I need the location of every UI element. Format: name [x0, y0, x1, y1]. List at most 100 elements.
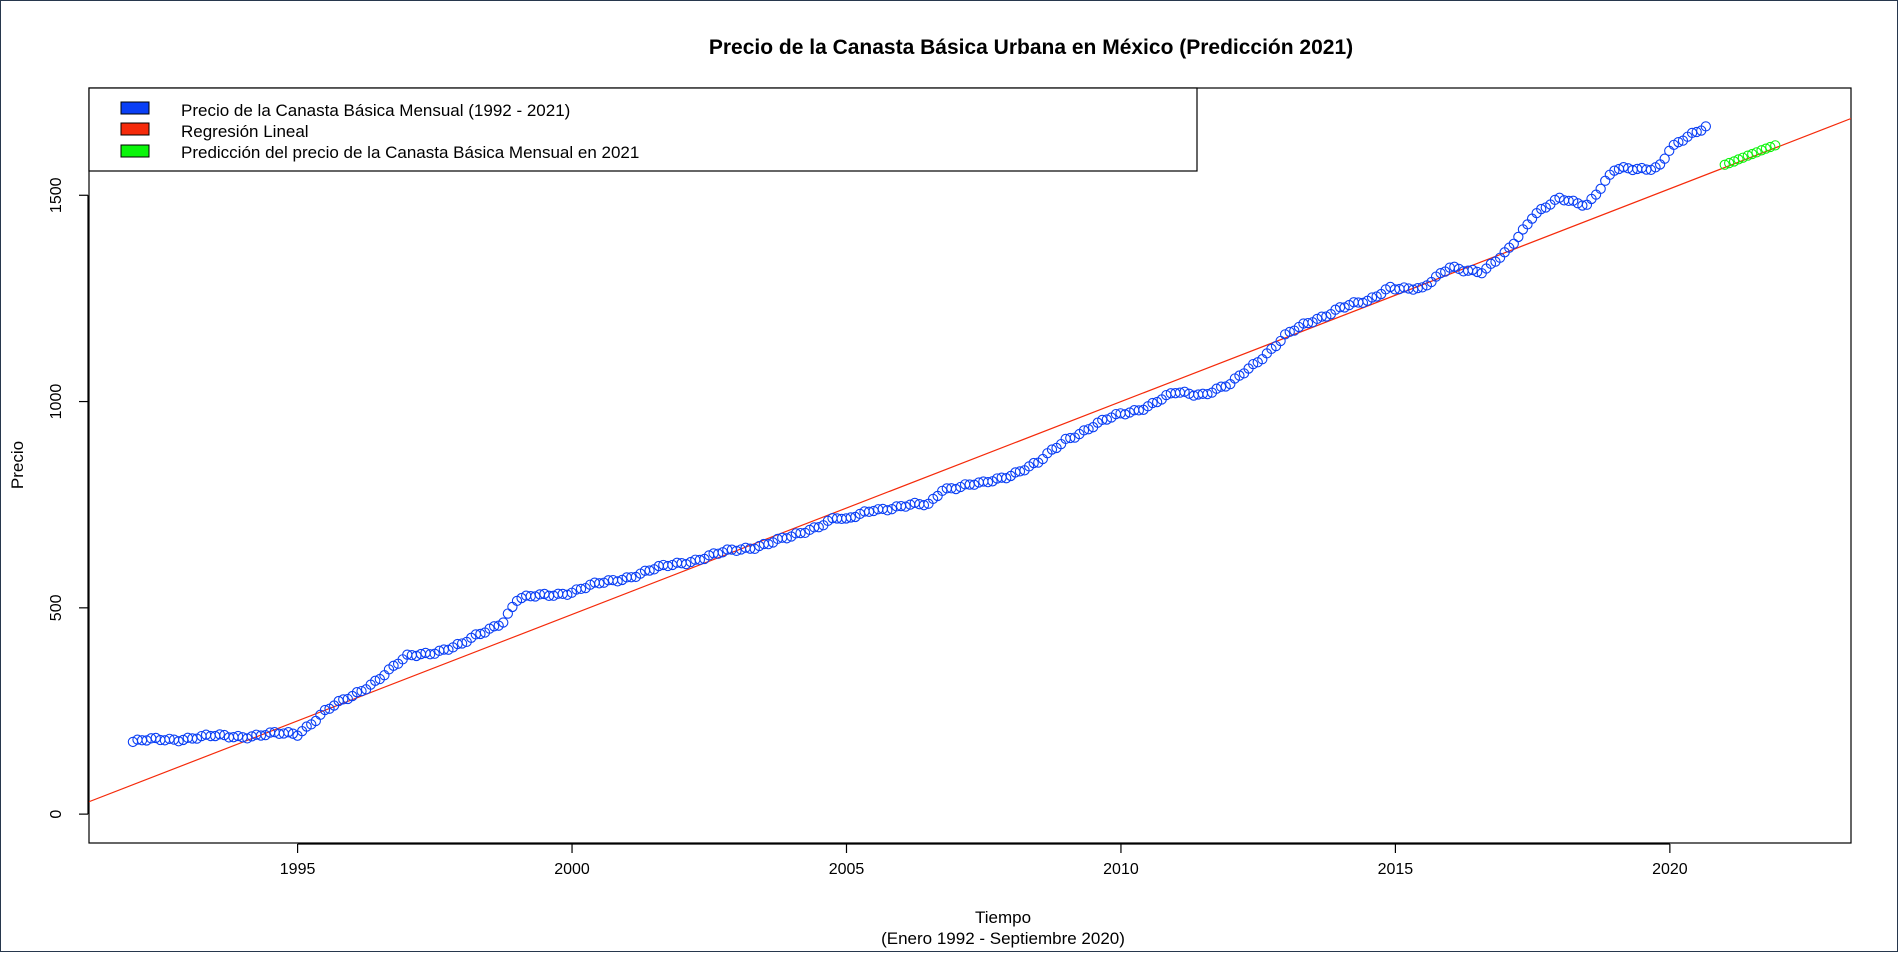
observed-point	[164, 733, 175, 744]
x-axis-sublabel: (Enero 1992 - Septiembre 2020)	[881, 929, 1125, 948]
observed-point	[1513, 231, 1524, 243]
data-layer	[89, 117, 1851, 803]
observed-point	[781, 533, 792, 544]
observed-point	[319, 704, 331, 716]
observed-point	[1357, 297, 1369, 309]
observed-point	[795, 527, 806, 539]
legend-label-regression: Regresión Lineal	[181, 122, 309, 141]
observed-point	[1101, 414, 1112, 425]
prediction-point	[1751, 147, 1762, 158]
observed-point	[1472, 266, 1483, 278]
observed-point	[388, 660, 399, 671]
observed-point	[255, 730, 267, 741]
prediction-point	[1723, 157, 1735, 169]
prediction-point	[1770, 140, 1781, 151]
observed-point	[1600, 175, 1611, 186]
observed-point	[338, 694, 349, 705]
observed-point	[498, 617, 509, 628]
observed-point	[594, 578, 605, 589]
legend-swatch-regression	[120, 122, 150, 136]
observed-point	[950, 483, 962, 495]
observed-point	[1595, 183, 1606, 194]
observed-point	[1485, 258, 1497, 269]
legend-swatch-prediction	[120, 144, 150, 158]
observed-point	[612, 576, 623, 587]
observed-point	[1316, 311, 1327, 322]
observed-point	[813, 522, 824, 533]
observed-point	[1248, 358, 1259, 370]
observed-point	[1065, 432, 1076, 444]
y-tick-label: 500	[48, 594, 65, 621]
observed-point	[731, 545, 742, 557]
observed-point	[1449, 261, 1460, 272]
prediction-point	[1733, 154, 1744, 165]
x-tick-label: 2015	[1378, 861, 1414, 878]
observed-point	[1664, 145, 1675, 156]
observed-point	[1467, 264, 1478, 276]
x-tick-label: 2000	[554, 861, 590, 878]
observed-point	[1179, 386, 1190, 397]
observed-point	[301, 721, 312, 732]
regression-line	[89, 117, 1851, 803]
observed-point	[1119, 409, 1131, 420]
y-axis: 0 500 1000 1500	[48, 177, 89, 819]
observed-point	[1609, 165, 1620, 176]
legend-swatch-observed	[120, 101, 150, 115]
observed-point	[1673, 137, 1684, 148]
observed-point	[1202, 388, 1213, 400]
observed-point	[713, 548, 724, 559]
observed-point	[863, 506, 875, 517]
observed-point	[1536, 203, 1547, 215]
observed-point	[1147, 397, 1158, 409]
observed-point	[1412, 282, 1423, 294]
legend-label-prediction: Predicción del precio de la Canasta Bási…	[181, 143, 639, 162]
y-tick-label: 1000	[48, 384, 65, 420]
observed-point	[356, 685, 367, 697]
observed-point	[918, 500, 930, 511]
chart-title: Precio de la Canasta Básica Urbana en Mé…	[709, 36, 1353, 59]
x-axis: 1995 2000 2005 2010 2015 2020	[280, 843, 1688, 878]
observed-point	[507, 601, 518, 613]
observed-point	[681, 558, 692, 570]
observed-point	[662, 560, 674, 572]
prediction-point	[1765, 141, 1776, 153]
observed-point	[575, 583, 587, 595]
legend: Precio de la Canasta Básica Mensual (199…	[88, 87, 1198, 172]
observed-point	[626, 572, 637, 583]
observed-point	[1046, 444, 1058, 455]
observed-point	[1302, 317, 1314, 329]
observed-point	[283, 727, 294, 738]
prediction-point	[1756, 145, 1767, 156]
observed-point	[370, 675, 381, 686]
observed-point	[1284, 326, 1295, 338]
legend-box	[88, 87, 1198, 172]
observed-point	[1691, 126, 1702, 138]
observed-point	[882, 505, 893, 516]
observed-point	[1014, 466, 1026, 477]
observed-point	[456, 638, 468, 649]
observed-point	[214, 729, 225, 740]
prediction-point	[1747, 148, 1758, 160]
observed-point	[411, 650, 422, 662]
observed-point	[475, 628, 486, 640]
observed-point	[1083, 424, 1094, 435]
observed-point	[1133, 405, 1144, 416]
observed-point	[287, 728, 299, 739]
y-tick-label: 1500	[48, 177, 65, 213]
legend-label-observed: Precio de la Canasta Básica Mensual (199…	[181, 101, 570, 120]
x-tick-label: 2020	[1652, 861, 1688, 878]
observed-point	[1435, 267, 1446, 279]
observed-point	[530, 591, 541, 602]
prediction-point	[1760, 143, 1772, 154]
observed-point	[763, 539, 774, 550]
observed-point	[1366, 292, 1378, 303]
observed-point	[488, 621, 500, 632]
observed-point	[900, 501, 911, 512]
observed-point	[1618, 162, 1629, 173]
x-axis-label: Tiempo	[975, 908, 1031, 927]
observed-point	[644, 565, 655, 576]
observed-point	[1417, 282, 1428, 293]
observed-point	[173, 736, 184, 747]
